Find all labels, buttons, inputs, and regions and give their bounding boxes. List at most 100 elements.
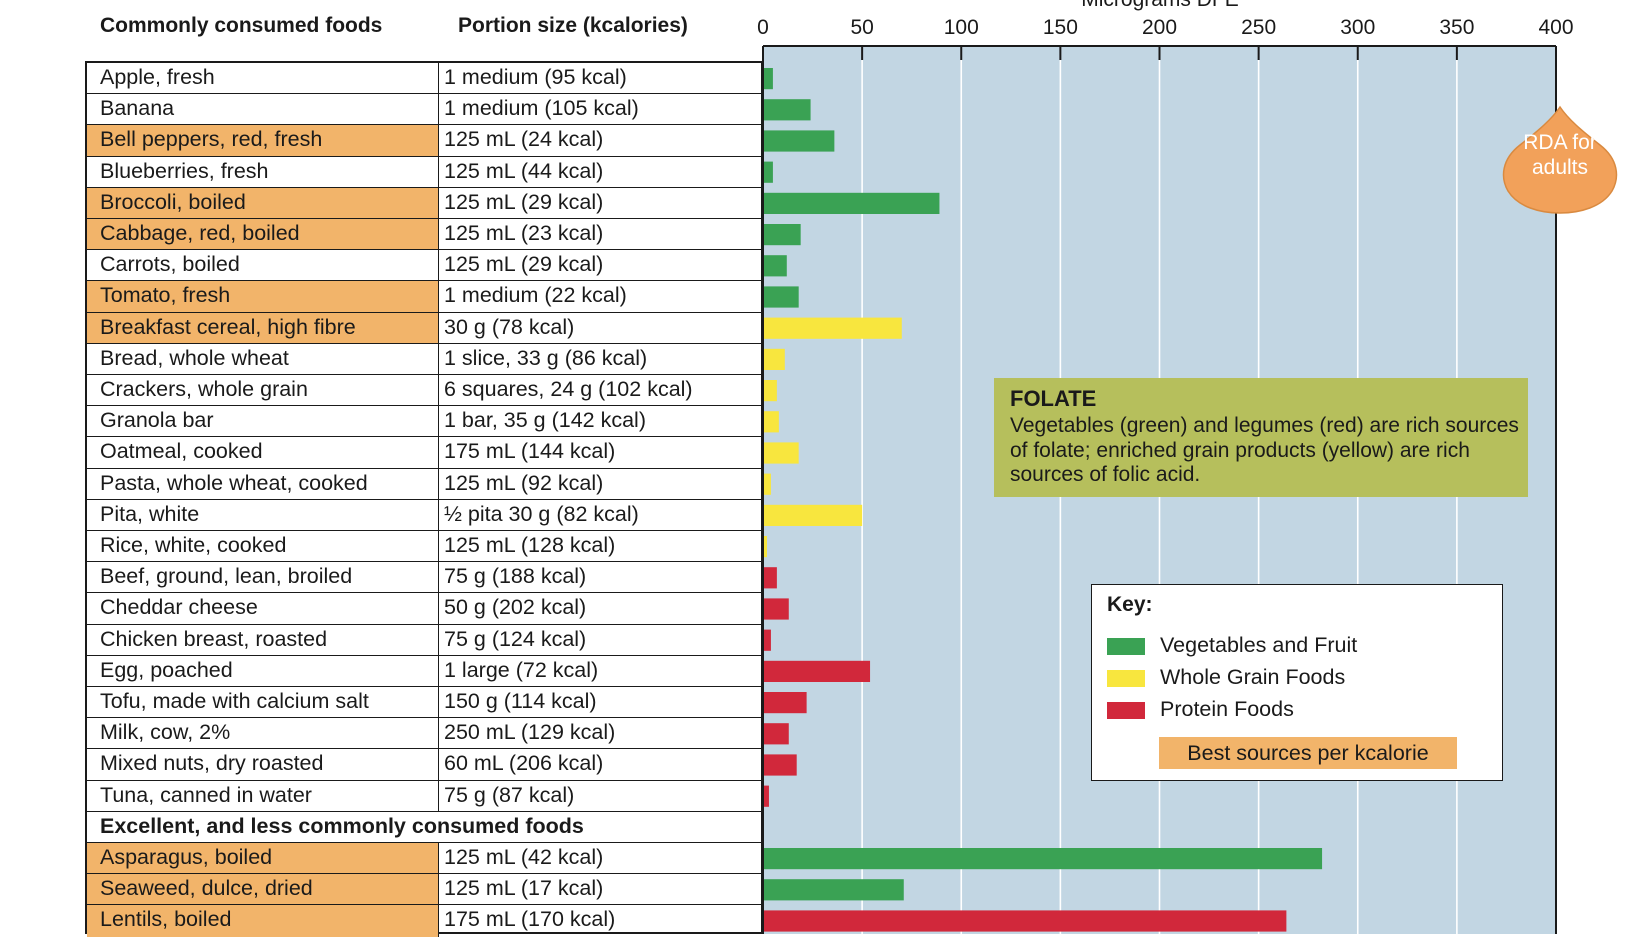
section-header-row: Excellent, and less commonly consumed fo… — [87, 812, 761, 843]
rda-label: RDA for adults — [1523, 131, 1597, 179]
food-name: Carrots, boiled — [87, 250, 439, 281]
table-row: Carrots, boiled 125 mL (29 kcal) — [87, 250, 761, 282]
table-row: Milk, cow, 2% 250 mL (129 kcal) — [87, 718, 761, 750]
legend-key: Key: Vegetables and Fruit Whole Grain Foo… — [1091, 584, 1503, 781]
bar — [764, 692, 807, 714]
bar — [764, 723, 789, 745]
food-name: Milk, cow, 2% — [87, 718, 439, 749]
legend-label: Vegetables and Fruit — [1160, 633, 1358, 657]
table-row: Tomato, fresh 1 medium (22 kcal) — [87, 281, 761, 313]
table-row: Mixed nuts, dry roasted 60 mL (206 kcal) — [87, 749, 761, 781]
portion-size: 1 medium (22 kcal) — [444, 283, 627, 308]
bar — [764, 380, 777, 402]
bar — [764, 68, 773, 90]
table-row: Oatmeal, cooked 175 mL (144 kcal) — [87, 437, 761, 469]
bar — [764, 99, 811, 121]
table-row: Chicken breast, roasted 75 g (124 kcal) — [87, 624, 761, 656]
table-row: Egg, poached 1 large (72 kcal) — [87, 655, 761, 687]
table-row: Tuna, canned in water 75 g (87 kcal) — [87, 780, 761, 812]
tick-label-50: 50 — [850, 16, 874, 39]
portion-size: 250 mL (129 kcal) — [444, 720, 616, 745]
table-row: Apple, fresh 1 medium (95 kcal) — [87, 63, 761, 95]
folate-callout-title: FOLATE — [1010, 386, 1097, 411]
portion-size: 75 g (188 kcal) — [444, 564, 587, 589]
bar — [764, 785, 769, 807]
portion-size: 125 mL (24 kcal) — [444, 127, 604, 152]
bar — [764, 879, 904, 901]
bar — [764, 754, 797, 776]
table-row: Lentils, boiled 175 mL (170 kcal) — [87, 905, 761, 937]
rda-drop-marker — [1502, 105, 1618, 214]
table-row: Bell peppers, red, fresh 125 mL (24 kcal) — [87, 125, 761, 157]
food-name: Seaweed, dulce, dried — [87, 874, 439, 905]
table-row: Granola bar 1 bar, 35 g (142 kcal) — [87, 406, 761, 438]
bar — [764, 660, 871, 682]
portion-size: 50 g (202 kcal) — [444, 595, 587, 620]
portion-size: 75 g (124 kcal) — [444, 626, 587, 651]
bar — [764, 442, 799, 464]
food-name: Banana — [87, 94, 439, 125]
tick-label-350: 350 — [1439, 16, 1475, 39]
portion-column-header: Portion size (kcalories) — [458, 14, 688, 37]
portion-size: 60 mL (206 kcal) — [444, 751, 604, 776]
bar — [764, 255, 787, 277]
bar — [764, 910, 1287, 932]
food-name: Tomato, fresh — [87, 281, 439, 312]
legend-swatch — [1107, 702, 1145, 719]
legend-swatch — [1107, 638, 1145, 655]
portion-size: 1 medium (95 kcal) — [444, 65, 627, 89]
portion-size: 125 mL (17 kcal) — [444, 876, 604, 901]
food-name: Breakfast cereal, high fibre — [87, 312, 439, 343]
bar — [764, 536, 767, 558]
legend-swatch — [1107, 670, 1145, 687]
table-row: Cheddar cheese 50 g (202 kcal) — [87, 593, 761, 625]
table-row: Bread, whole wheat 1 slice, 33 g (86 kcal… — [87, 343, 761, 375]
section-header-label: Excellent, and less commonly consumed fo… — [100, 813, 584, 838]
bar — [764, 473, 771, 495]
legend-label: Whole Grain Foods — [1160, 665, 1346, 689]
portion-size: 175 mL (170 kcal) — [444, 907, 616, 932]
table-row: Rice, white, cooked 125 mL (128 kcal) — [87, 531, 761, 563]
table-row: Pasta, whole wheat, cooked 125 mL (92 kca… — [87, 468, 761, 500]
food-name: Tuna, canned in water — [87, 780, 439, 811]
portion-size: 1 slice, 33 g (86 kcal) — [444, 345, 648, 370]
food-name: Mixed nuts, dry roasted — [87, 749, 439, 780]
food-name: Granola bar — [87, 406, 439, 437]
food-name: Pasta, whole wheat, cooked — [87, 468, 439, 499]
portion-size: 125 mL (128 kcal) — [444, 533, 616, 557]
table-row: Banana 1 medium (105 kcal) — [87, 94, 761, 126]
food-name: Egg, poached — [87, 655, 439, 686]
food-table: Apple, fresh 1 medium (95 kcal) Banana 1 me… — [85, 61, 763, 937]
table-row: Pita, white ½ pita 30 g (82 kcal) — [87, 499, 761, 531]
bar — [764, 317, 902, 339]
food-name: Lentils, boiled — [87, 905, 439, 937]
portion-size: 1 medium (105 kcal) — [444, 96, 639, 121]
food-name: Beef, ground, lean, broiled — [87, 562, 439, 593]
food-name: Pita, white — [87, 499, 439, 530]
portion-size: 75 g (87 kcal) — [444, 782, 575, 807]
portion-size: 1 bar, 35 g (142 kcal) — [444, 408, 646, 433]
food-name: Cabbage, red, boiled — [87, 219, 439, 250]
bar — [764, 224, 801, 246]
legend-title: Key: — [1107, 593, 1153, 616]
food-column-header: Commonly consumed foods — [100, 14, 383, 37]
food-name: Chicken breast, roasted — [87, 624, 439, 655]
food-name: Crackers, whole grain — [87, 375, 439, 406]
tick-label-0: 0 — [757, 16, 769, 39]
tick-label-400: 400 — [1538, 16, 1574, 39]
bar — [764, 504, 863, 526]
bar — [764, 286, 799, 308]
folate-callout: FOLATE Vegetables (green) and legumes (r… — [994, 378, 1528, 497]
food-name: Rice, white, cooked — [87, 531, 439, 562]
tick-label-300: 300 — [1340, 16, 1376, 39]
bar — [764, 629, 771, 651]
portion-size: ½ pita 30 g (82 kcal) — [444, 501, 639, 526]
portion-size: 125 mL (92 kcal) — [444, 470, 604, 495]
table-row: Cabbage, red, boiled 125 mL (23 kcal) — [87, 219, 761, 251]
bar — [764, 130, 835, 152]
food-name: Tofu, made with calcium salt — [87, 687, 439, 718]
food-name: Broccoli, boiled — [87, 187, 439, 218]
food-name: Oatmeal, cooked — [87, 437, 439, 468]
tick-label-100: 100 — [943, 16, 979, 39]
table-row: Asparagus, boiled 125 mL (42 kcal) — [87, 843, 761, 875]
